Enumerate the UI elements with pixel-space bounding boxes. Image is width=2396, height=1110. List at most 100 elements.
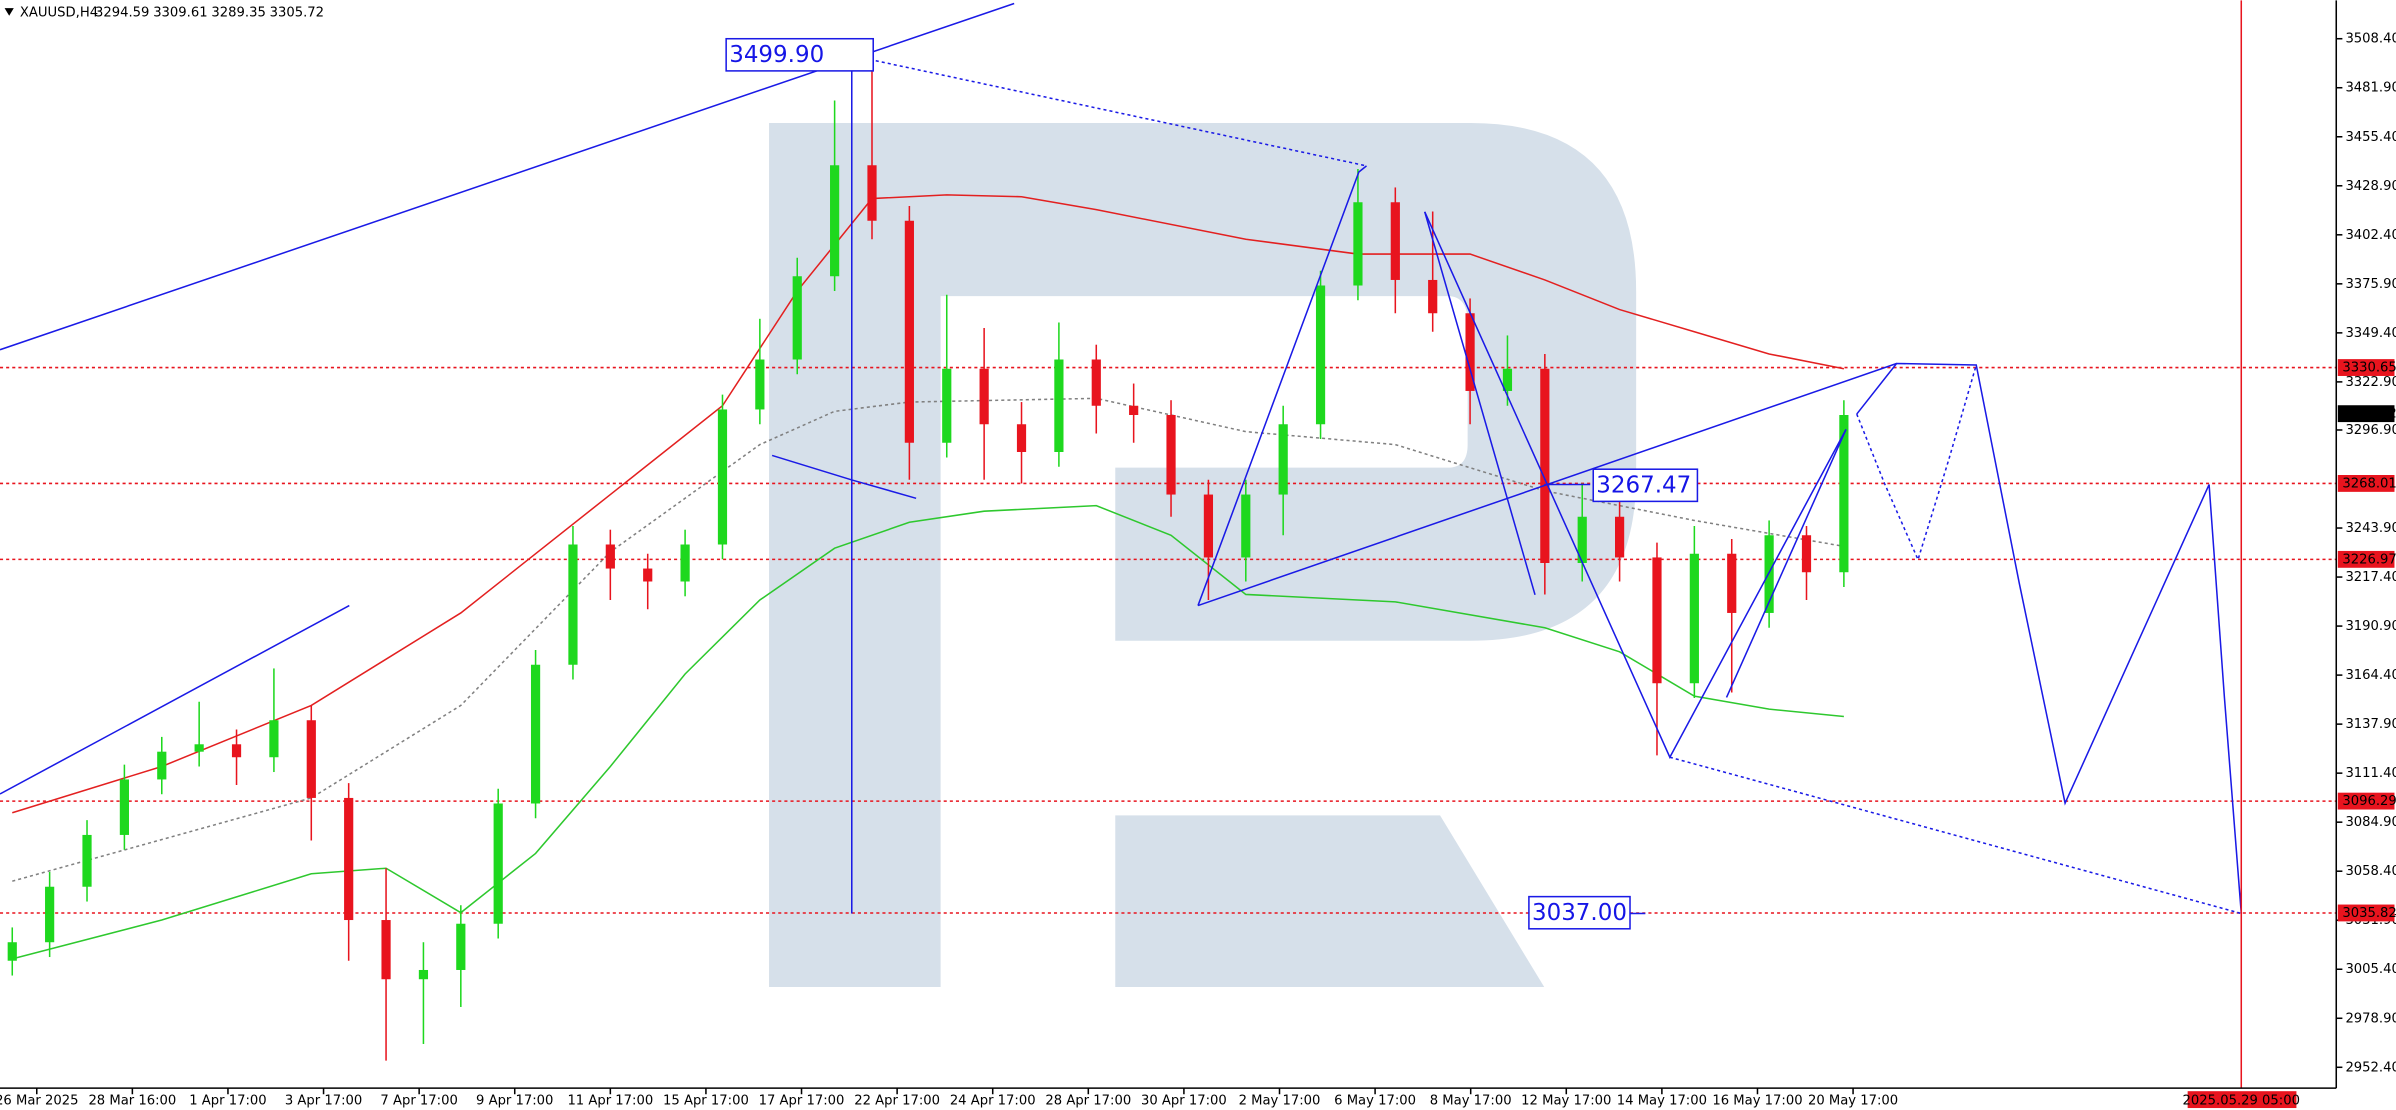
candle-body (1278, 424, 1288, 495)
candle-body (867, 165, 877, 221)
candle-body (680, 544, 690, 582)
candle-body (1241, 494, 1251, 558)
candle-body (1016, 424, 1027, 452)
candle-body (456, 923, 466, 970)
x-tick-label: 28 Apr 17:00 (1045, 1093, 1131, 1108)
candle-body (344, 797, 354, 921)
x-tick-label: 20 May 17:00 (1808, 1093, 1898, 1108)
level-label: 3035.82 (2342, 906, 2396, 921)
candle-body (643, 568, 653, 582)
y-tick-label: 3322.90 (2345, 375, 2396, 390)
level-label: 3226.97 (2342, 552, 2396, 567)
y-tick-label: 3428.90 (2345, 179, 2396, 194)
menu-icon[interactable] (4, 8, 14, 16)
x-tick-label: 16 May 17:00 (1712, 1093, 1802, 1108)
level-box (2337, 550, 2395, 568)
candles (7, 54, 1849, 1061)
x-tick-label: 14 May 17:00 (1617, 1093, 1707, 1108)
candle-body (568, 544, 578, 665)
cursor-time-label: 2025.05.29 05:00 (2183, 1093, 2300, 1108)
candle-body (605, 544, 615, 569)
y-tick-label: 2978.90 (2345, 1011, 2396, 1026)
x-tick-label: 24 Apr 17:00 (950, 1093, 1036, 1108)
candle-body (493, 803, 503, 924)
x-tick-label: 26 Mar 2025 (0, 1093, 78, 1108)
candle-body (530, 664, 541, 804)
level-box (2337, 792, 2395, 810)
y-tick-label: 2952.40 (2345, 1060, 2396, 1075)
candle-body (1540, 368, 1550, 563)
y-tick-label: 3164.40 (2345, 668, 2396, 683)
annotation: 3037.00 (1532, 900, 1627, 926)
header-value: 3294.59 (95, 6, 149, 21)
level-label: 3330.65 (2342, 361, 2396, 376)
x-tick-label: 8 May 17:00 (1430, 1093, 1512, 1108)
chart-title: XAUUSD,H4 (20, 6, 98, 21)
x-tick-label: 30 Apr 17:00 (1141, 1093, 1227, 1108)
candle-body (942, 368, 952, 443)
y-tick-label: 3455.40 (2345, 130, 2396, 145)
candle-body (717, 409, 728, 545)
level-box (2337, 405, 2395, 423)
x-tick-label: 28 Mar 16:00 (88, 1093, 176, 1108)
candle-body (1615, 516, 1625, 558)
axes: 3508.40 3481.90 3455.40 3428.90 3402.40 3375.… (0, 32, 2396, 1109)
candle-body (755, 359, 765, 410)
x-tick-label: 15 Apr 17:00 (663, 1093, 749, 1108)
y-tick-label: 3005.40 (2345, 962, 2396, 977)
y-tick-label: 3137.90 (2345, 717, 2396, 732)
y-tick-label: 3190.90 (2345, 619, 2396, 634)
level-label: 3096.29 (2342, 794, 2396, 809)
y-tick-label: 3058.40 (2345, 864, 2396, 879)
candle-body (231, 744, 242, 758)
candle-body (82, 834, 92, 887)
candle-body (979, 368, 989, 425)
level-box (2337, 904, 2395, 922)
level-label: 3305.72 (2342, 407, 2396, 422)
candle-body (306, 720, 316, 798)
candle-body (7, 942, 17, 961)
x-tick-label: 12 May 17:00 (1521, 1093, 1611, 1108)
candle-body (381, 920, 391, 980)
candle-body (1091, 359, 1101, 406)
candle-body (1727, 553, 1737, 613)
y-tick-label: 3217.40 (2345, 570, 2396, 585)
candle-body (269, 720, 279, 758)
x-tick-label: 6 May 17:00 (1334, 1093, 1416, 1108)
x-tick-label: 9 Apr 17:00 (476, 1093, 553, 1108)
candle-body (1166, 414, 1176, 495)
header-value: 3309.61 (153, 6, 207, 21)
candle-body (1465, 313, 1475, 391)
watermark (769, 122, 1637, 988)
level-box (2337, 475, 2395, 492)
candle-body (45, 886, 55, 943)
level-label: 3268.01 (2342, 476, 2396, 491)
y-tick-label: 3111.40 (2345, 766, 2396, 781)
header-values: 3294.59 3309.61 3289.35 3305.72 (95, 6, 324, 21)
y-tick-label: 3349.40 (2345, 326, 2396, 341)
candle-body (1203, 494, 1214, 558)
candle-body (418, 969, 429, 980)
candle-body (1801, 535, 1812, 573)
candle-body (792, 276, 802, 360)
y-tick-label: 3508.40 (2345, 32, 2396, 47)
y-tick-label: 3481.90 (2345, 81, 2396, 96)
annotation: 3499.90 (729, 42, 824, 68)
candle-body (1129, 405, 1139, 415)
x-tick-label: 22 Apr 17:00 (854, 1093, 940, 1108)
candle-body (194, 744, 204, 752)
y-tick-label: 3402.40 (2345, 228, 2396, 243)
y-tick-label: 3375.90 (2345, 277, 2396, 292)
y-tick-label: 3296.90 (2345, 423, 2396, 438)
annotation: 3267.47 (1596, 473, 1691, 499)
candle-body (1502, 368, 1513, 391)
candle-body (1390, 202, 1400, 280)
candle-body (1353, 202, 1363, 286)
x-tick-label: 1 Apr 17:00 (189, 1093, 266, 1108)
y-tick-label: 3243.90 (2345, 521, 2396, 536)
moving-average (12, 194, 1845, 814)
level-box (2337, 359, 2395, 376)
candle-body (1315, 285, 1326, 425)
annotation-boxes (725, 37, 1699, 930)
